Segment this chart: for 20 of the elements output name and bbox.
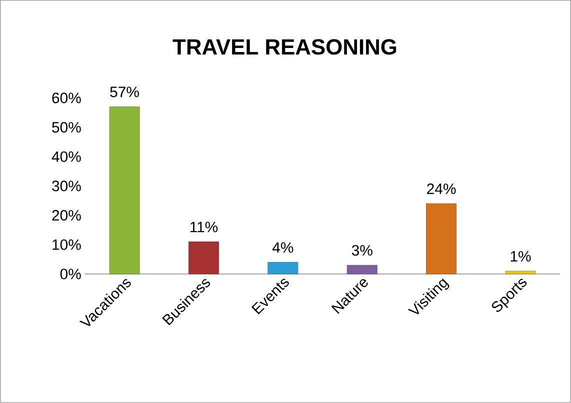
data-label: 1% [510, 251, 531, 262]
bar [188, 242, 219, 274]
data-label: 11% [190, 222, 218, 232]
data-label: 24% [427, 184, 456, 194]
data-label: 3% [352, 245, 372, 256]
data-label: 4% [272, 242, 294, 253]
y-tick-label: 30% [52, 180, 81, 192]
y-tick-label: 40% [52, 151, 81, 162]
chart-title: TRAVEL REASONING [172, 39, 396, 55]
y-tick-label: 0% [60, 268, 81, 280]
y-tick-label: 10% [52, 239, 81, 250]
y-tick-label: 50% [52, 122, 81, 133]
bar [109, 106, 140, 274]
data-label: 57% [110, 86, 139, 98]
bar [346, 265, 378, 274]
bar [426, 203, 457, 274]
bar [268, 262, 298, 274]
bar [505, 270, 536, 274]
y-tick-label: 20% [52, 210, 81, 221]
y-tick-label: 60% [52, 92, 81, 104]
